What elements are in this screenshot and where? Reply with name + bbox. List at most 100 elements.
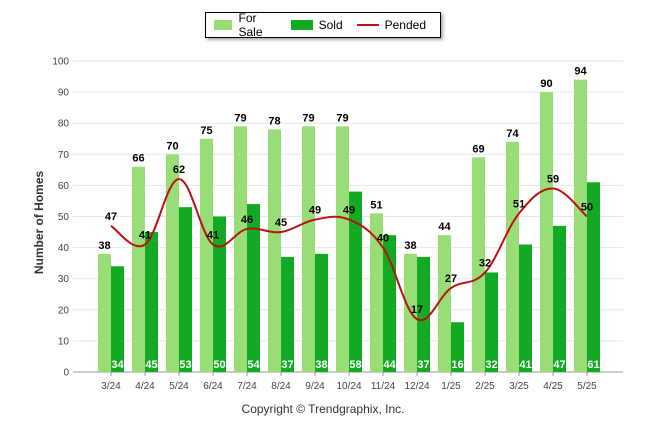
data-label-for-sale: 51 <box>370 199 382 211</box>
bar-sold <box>553 225 566 372</box>
bar-sold <box>315 253 328 372</box>
bar-sold <box>145 232 158 372</box>
bar-for-sale <box>132 166 145 372</box>
y-tick-label: 70 <box>58 150 70 161</box>
bar-sold <box>247 204 260 372</box>
bar-for-sale <box>98 253 111 372</box>
legend-label-sold: Sold <box>318 18 343 32</box>
data-label-pended: 45 <box>275 217 287 229</box>
data-label-for-sale: 69 <box>472 143 484 155</box>
y-tick-label: 10 <box>58 336 70 347</box>
data-label-sold: 54 <box>247 359 260 371</box>
y-axis-title: Number of Homes <box>32 171 46 275</box>
data-label-pended: 41 <box>139 229 151 241</box>
data-label-for-sale: 90 <box>540 78 552 90</box>
bar-for-sale <box>302 126 315 372</box>
data-label-pended: 32 <box>479 257 491 269</box>
bar-for-sale <box>506 141 519 372</box>
data-label-pended: 17 <box>411 304 423 316</box>
data-label-for-sale: 75 <box>200 125 212 137</box>
x-tick-label: 3/25 <box>509 381 529 392</box>
copyright-text: Copyright © Trendgraphix, Inc. <box>241 402 405 416</box>
y-tick-label: 100 <box>52 57 69 68</box>
bar-sold <box>179 207 192 372</box>
x-tick-label: 12/24 <box>404 381 429 392</box>
data-label-sold: 53 <box>179 359 191 371</box>
data-label-for-sale: 78 <box>268 115 280 127</box>
x-tick-label: 4/24 <box>135 381 155 392</box>
bar-for-sale <box>336 126 349 372</box>
bar-sold <box>383 235 396 372</box>
y-tick-label: 0 <box>63 368 69 379</box>
x-tick-label: 7/24 <box>237 381 257 392</box>
bar-for-sale <box>472 157 485 372</box>
bar-for-sale <box>438 235 451 372</box>
data-label-for-sale: 79 <box>234 112 246 124</box>
x-tick-label: 10/24 <box>336 381 361 392</box>
data-label-pended: 40 <box>377 233 389 245</box>
y-tick-label: 80 <box>58 119 70 130</box>
x-tick-label: 9/24 <box>305 381 325 392</box>
data-label-pended: 62 <box>173 164 185 176</box>
bar-sold <box>213 216 226 372</box>
data-label-for-sale: 79 <box>336 112 348 124</box>
legend: For Sale Sold Pended <box>205 11 441 39</box>
data-label-sold: 50 <box>213 359 225 371</box>
data-label-pended: 59 <box>547 174 559 186</box>
legend-swatch-for-sale <box>214 20 233 30</box>
data-label-for-sale: 38 <box>404 240 416 252</box>
x-tick-label: 5/25 <box>577 381 597 392</box>
x-tick-label: 11/24 <box>371 381 396 392</box>
bar-for-sale <box>234 126 247 372</box>
data-label-sold: 41 <box>519 359 531 371</box>
x-tick-label: 3/24 <box>101 381 121 392</box>
legend-swatch-sold <box>290 20 313 30</box>
bar-for-sale <box>574 79 587 372</box>
legend-label-pended: Pended <box>384 18 426 32</box>
bar-for-sale <box>200 138 213 372</box>
x-tick-label: 8/24 <box>271 381 291 392</box>
legend-item-pended: Pended <box>356 18 426 32</box>
data-label-sold: 61 <box>587 359 599 371</box>
bar-for-sale <box>540 92 553 372</box>
data-label-sold: 37 <box>281 359 293 371</box>
y-tick-label: 40 <box>58 243 70 254</box>
data-label-pended: 46 <box>241 214 253 226</box>
data-label-sold: 32 <box>485 359 497 371</box>
bar-sold <box>349 191 362 372</box>
data-label-for-sale: 74 <box>506 128 519 140</box>
data-label-for-sale: 70 <box>166 140 178 152</box>
bar-for-sale <box>268 129 281 372</box>
bar-sold <box>485 272 498 372</box>
data-label-pended: 51 <box>513 198 525 210</box>
bar-sold <box>519 244 532 372</box>
bar-sold <box>587 182 600 372</box>
data-label-sold: 16 <box>451 359 463 371</box>
data-label-for-sale: 38 <box>98 240 110 252</box>
legend-item-sold: Sold <box>290 18 343 32</box>
y-tick-label: 60 <box>58 181 70 192</box>
data-label-for-sale: 94 <box>574 66 587 78</box>
y-tick-label: 20 <box>58 305 70 316</box>
legend-item-for-sale: For Sale <box>214 11 277 39</box>
data-label-for-sale: 79 <box>302 112 314 124</box>
legend-label-for-sale: For Sale <box>238 11 263 39</box>
bar-sold <box>451 322 464 372</box>
y-tick-label: 90 <box>58 88 70 99</box>
line-pended <box>110 178 588 322</box>
data-label-sold: 47 <box>553 359 565 371</box>
data-label-sold: 37 <box>417 359 429 371</box>
x-tick-label: 2/25 <box>475 381 495 392</box>
x-tick-label: 6/24 <box>203 381 223 392</box>
y-tick-label: 50 <box>58 212 70 223</box>
x-tick-label: 4/25 <box>543 381 563 392</box>
x-tick-label: 1/25 <box>441 381 461 392</box>
data-label-pended: 49 <box>309 205 321 217</box>
x-tick-label: 5/24 <box>169 381 189 392</box>
data-label-sold: 44 <box>383 359 396 371</box>
bar-for-sale <box>370 213 383 372</box>
y-tick-label: 30 <box>58 274 70 285</box>
data-label-pended: 50 <box>581 202 593 214</box>
data-label-pended: 47 <box>105 211 117 223</box>
